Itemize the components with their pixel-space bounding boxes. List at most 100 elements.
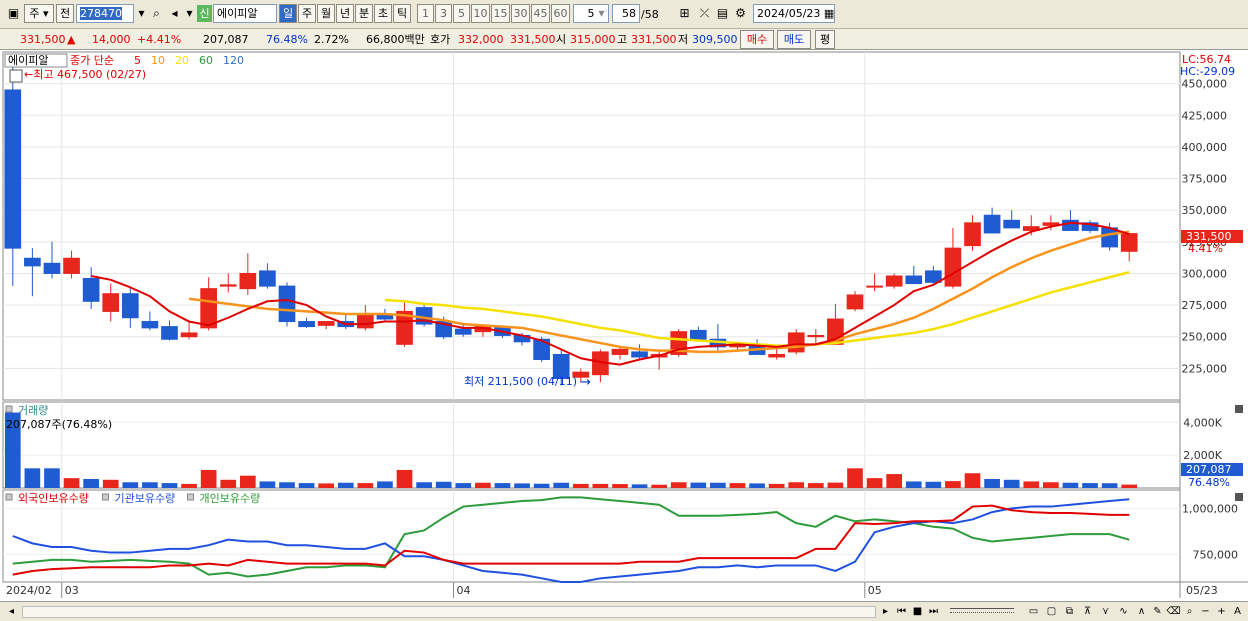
candle-body [807,334,825,338]
window-icon[interactable]: ▣ [7,6,20,20]
auto-scale-icon[interactable]: A [1234,606,1241,617]
save-icon[interactable]: ▤ [716,6,729,20]
period-mode-select[interactable]: 주 ▾ [24,4,54,23]
scroll-track[interactable] [22,606,876,618]
last-price-tag-bg [1181,230,1243,243]
zoom-icon[interactable]: ⌕ [1186,606,1193,617]
turnover-rate: 2.72% [314,33,349,46]
number-button-10[interactable]: 10 [471,4,490,23]
volume-bar [181,483,197,488]
period-tab-0[interactable]: 일 [279,4,297,23]
volume-bar [886,474,903,488]
number-button-5[interactable]: 5 [453,4,470,23]
sell-button[interactable]: 매도 [777,30,811,49]
holdings-panel-close-icon[interactable] [1235,493,1243,501]
period-tab-5[interactable]: 초 [374,4,392,23]
candle-body [983,214,1001,234]
chevron-down-icon-2[interactable]: ▾ [186,6,193,20]
holdings-tick-label: 1,000,000 [1182,502,1238,515]
volume-bar [1082,483,1098,488]
speaker-icon[interactable]: ◂ [171,6,178,20]
fib-tool-icon[interactable]: ⊼ [1083,606,1092,617]
candle-body [1062,219,1079,231]
prev-button[interactable]: 전 [56,4,74,23]
volume-info: 207,087주(76.48%) [6,418,112,431]
date-value: 2024/05/23 [757,7,821,20]
holdings-legend-box-1 [102,493,109,501]
grid-icon[interactable]: ⊞ [679,6,690,20]
candle-body [964,222,981,247]
pattern-tool-icon[interactable]: ∧ [1137,606,1146,617]
copy-tool-icon[interactable]: ⧉ [1065,606,1074,617]
zoom-in-icon[interactable]: + [1217,606,1226,617]
count-select[interactable]: 5 [573,4,609,23]
period-tab-6[interactable]: 틱 [393,4,411,23]
period-tab-2[interactable]: 월 [317,4,335,23]
volume-bar [44,468,60,488]
wave-tool-icon[interactable]: ∿ [1119,606,1128,617]
eval-button[interactable]: 평 [815,30,835,49]
count-dropdown-icon[interactable]: ▾ [598,6,605,20]
volume-bar [553,482,570,488]
number-button-3[interactable]: 3 [435,4,452,23]
chevron-down-icon[interactable]: ▾ [138,6,145,20]
rewind-icon[interactable]: ⏮ [897,606,906,617]
ma-legend-60: 60 [199,54,213,67]
candle-body [631,351,648,358]
main-toolbar: ▣ 주 ▾ 전 278470 ▾ ⌕ ◂ ▾ 신 에이피알 5 ▾ 58 /58… [0,0,1248,29]
volume-bar [925,481,942,488]
last-pct-tag: 4.41% [1188,242,1223,255]
clear-tool-icon[interactable]: ⌫ [1166,606,1181,617]
candle-body [200,288,217,329]
cross-tool-icon[interactable]: ⤫ [699,6,710,20]
candle-body [239,272,257,290]
chart-scrollbar[interactable]: ◂ ▸ ⏮ ■ ⏭ ▭ ▢ ⧉ ⊼ ⋎ ∿ ∧ ✎ ⌫ ⌕ − + A [0,601,1248,621]
candle-body [866,285,883,288]
fast-forward-icon[interactable]: ⏭ [929,606,938,617]
ma20-line [384,270,1130,347]
candle-body [121,293,139,319]
calendar-icon[interactable]: ▦ [823,7,835,20]
stop-icon[interactable]: ■ [912,606,923,617]
volume-bar [827,482,844,488]
period-tab-4[interactable]: 분 [355,4,373,23]
number-button-60[interactable]: 60 [551,4,570,23]
volume-bar [259,481,276,488]
low-price: 309,500 [692,33,738,46]
stock-name-field[interactable]: 에이피알 [213,4,277,23]
number-button-15[interactable]: 15 [491,4,510,23]
hoga-ask: 332,000 [458,33,504,46]
volume-label: 거래량 [18,404,48,417]
line-tool-icon[interactable]: ▭ [1028,606,1039,617]
scroll-left-icon[interactable]: ◂ [8,606,15,617]
volume-bar [494,483,511,488]
volume-panel-close-icon[interactable] [1235,405,1243,413]
chart-area[interactable]: 225,000250,000275,000300,000325,000350,0… [0,50,1248,602]
volume-bar [592,483,609,488]
search-icon[interactable]: ⌕ [153,6,160,20]
number-button-1[interactable]: 1 [417,4,434,23]
price-change-pct: +4.41% [137,33,182,46]
zoom-slider[interactable] [950,608,1014,613]
number-button-30[interactable]: 30 [511,4,530,23]
zoom-out-icon[interactable]: − [1201,606,1210,617]
open-price: 315,000 [570,33,616,46]
candle-body [768,353,785,358]
period-tab-3[interactable]: 년 [336,4,354,23]
volume-bar [1023,481,1040,488]
calendar-marker-icon[interactable] [9,69,23,83]
brush-tool-icon[interactable]: ✎ [1153,606,1162,617]
stock-code-input[interactable]: 278470 [76,4,134,23]
page-input[interactable]: 58 [612,4,640,23]
settings-icon[interactable]: ⚙ [735,6,746,20]
candle-body [533,338,550,361]
candle-body [259,270,276,287]
buy-button[interactable]: 매수 [740,30,774,49]
rect-tool-icon[interactable]: ▢ [1046,606,1057,617]
scroll-right-icon[interactable]: ▸ [882,606,889,617]
date-input[interactable]: 2024/05/23 ▦ [753,4,835,23]
number-button-45[interactable]: 45 [531,4,550,23]
period-tab-1[interactable]: 주 [298,4,316,23]
trend-tool-icon[interactable]: ⋎ [1101,606,1110,617]
candle-body [454,328,472,335]
